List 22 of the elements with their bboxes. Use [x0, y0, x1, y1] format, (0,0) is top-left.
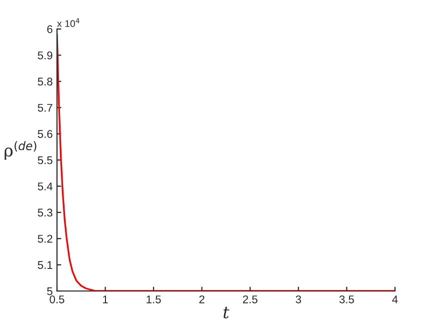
x-tick-label: 1.5 — [146, 296, 161, 304]
y-tick-label: 5.9 — [38, 51, 52, 60]
x-tick-label: 0.5 — [50, 295, 64, 304]
y-tick-label: 5.2 — [38, 234, 52, 243]
x-tick-label: 2 — [199, 295, 204, 304]
text: x 10$^{4}$ — [57, 18, 80, 28]
y-tick-label: 5.7 — [38, 104, 52, 112]
x-tick-label: 2.5 — [242, 295, 258, 304]
y-tick-label: 5.6 — [38, 130, 52, 138]
y-tick-label: 5.1 — [38, 261, 52, 269]
x-tick-label: 4 — [392, 296, 398, 304]
y-tick-label: 5 — [47, 287, 52, 296]
y-tick-label: 5.8 — [38, 78, 52, 86]
x-tick-label: 3 — [296, 295, 302, 304]
x-tick-label: 3.5 — [339, 295, 354, 304]
x-axis-title: t — [224, 306, 230, 318]
y-tick-label: 5.5 — [38, 156, 52, 164]
y-tick-label: 6 — [47, 25, 52, 34]
y-tick-label: 5.4 — [38, 182, 53, 190]
y-tick-label: 5.3 — [38, 208, 52, 217]
x-tick-label: 1 — [103, 296, 108, 304]
y-axis-title: ρ$^{(de)}$ — [4, 141, 36, 160]
